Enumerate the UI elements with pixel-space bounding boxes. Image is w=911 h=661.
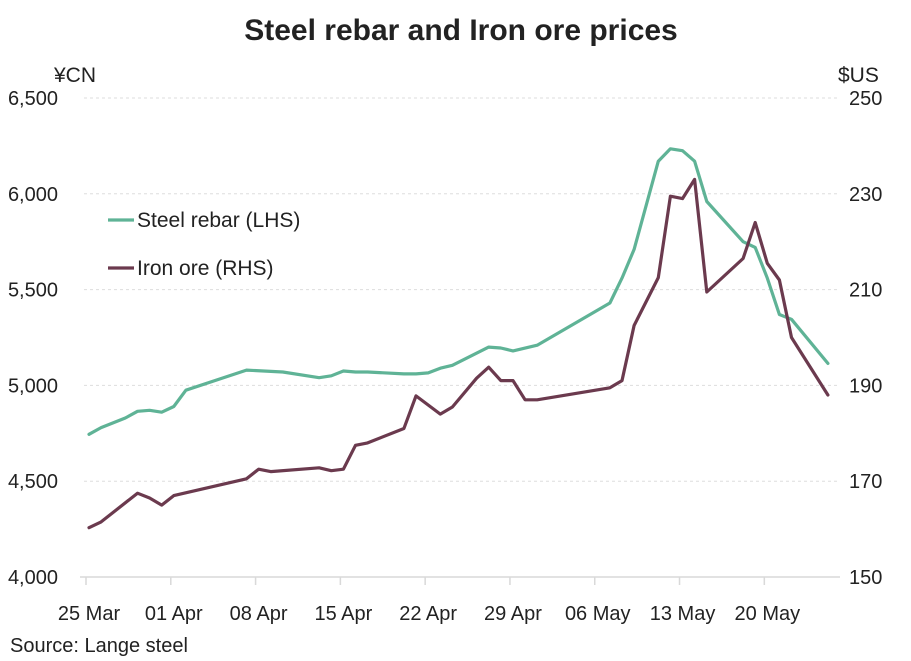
right-tick-label: 150 bbox=[849, 567, 882, 589]
left-tick-label: 6,500 bbox=[8, 88, 58, 110]
x-tick-label: 29 Apr bbox=[484, 603, 542, 625]
left-tick-label: 4,500 bbox=[8, 471, 58, 493]
x-tick-label: 20 May bbox=[735, 603, 801, 625]
right-axis-unit: $US bbox=[838, 64, 879, 87]
axes: 4,000 4,500 5,000 5,500 6,000 6,500 150 170 190 2… bbox=[8, 88, 882, 625]
x-tick-label: 25 Mar bbox=[58, 603, 121, 625]
gridlines bbox=[84, 97, 840, 482]
x-tick-label: 13 May bbox=[650, 603, 716, 625]
left-axis-unit: ¥CN bbox=[53, 64, 96, 87]
x-tick-label: 01 Apr bbox=[145, 603, 203, 625]
source-note: Source: Lange steel bbox=[10, 635, 188, 657]
x-tick-label: 15 Apr bbox=[314, 603, 372, 625]
right-tick-label: 210 bbox=[849, 280, 882, 302]
series-line-steel-rebar bbox=[87, 147, 830, 436]
series-line-iron-ore bbox=[87, 177, 830, 530]
x-tick-label: 06 May bbox=[565, 603, 631, 625]
legend-label: Steel rebar (LHS) bbox=[137, 209, 300, 232]
right-tick-label: 250 bbox=[849, 88, 882, 110]
left-tick-label: 6,000 bbox=[8, 184, 58, 206]
x-tick-label: 22 Apr bbox=[399, 603, 457, 625]
legend-label: Iron ore (RHS) bbox=[137, 257, 274, 280]
left-tick-label: 4,000 bbox=[8, 567, 58, 589]
left-tick-label: 5,500 bbox=[8, 280, 58, 302]
left-tick-label: 5,000 bbox=[8, 375, 58, 397]
right-tick-label: 170 bbox=[849, 471, 882, 493]
right-tick-label: 230 bbox=[849, 184, 882, 206]
legend: Steel rebar (LHS) Iron ore (RHS) bbox=[108, 209, 300, 280]
chart-title: Steel rebar and Iron ore prices bbox=[244, 14, 678, 47]
x-tick-label: 08 Apr bbox=[230, 603, 288, 625]
right-tick-label: 190 bbox=[849, 375, 882, 397]
series-lines bbox=[87, 147, 830, 530]
